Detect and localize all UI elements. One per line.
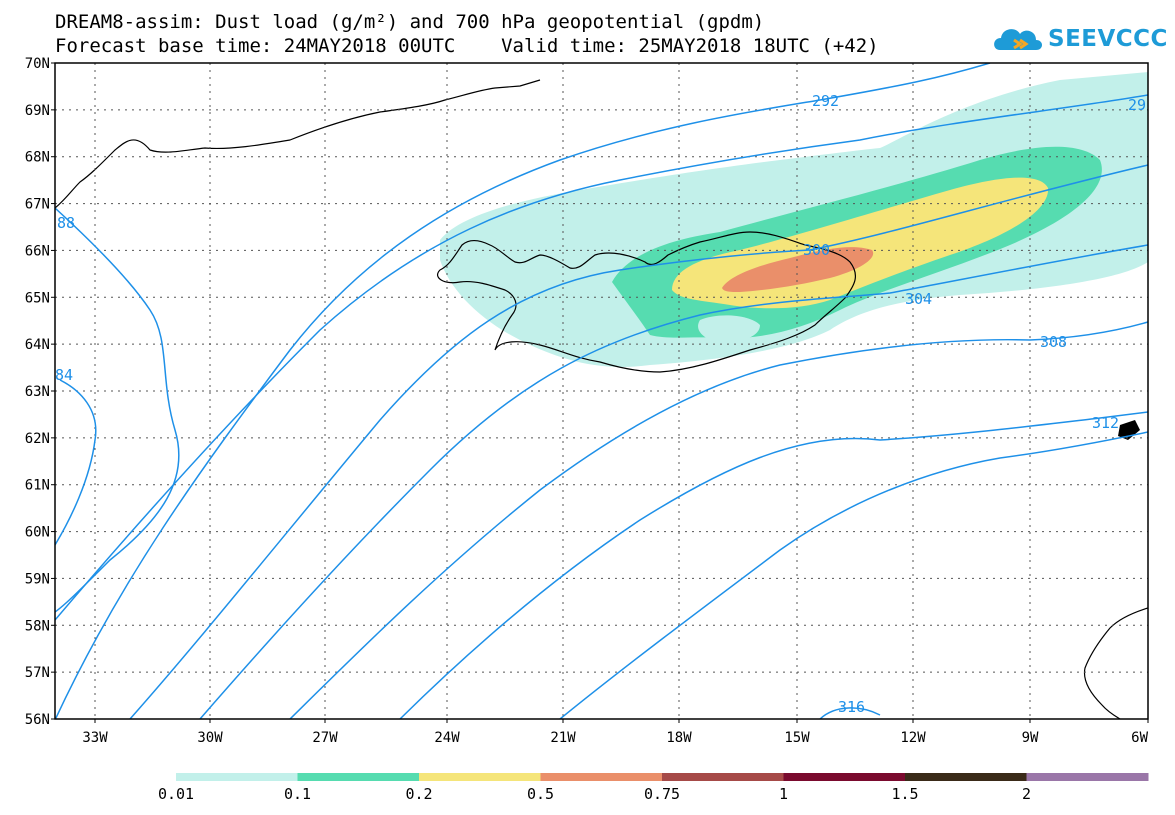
colorbar-segment (419, 773, 541, 781)
latitude-label: 61N (25, 478, 50, 494)
contour-304 (199, 244, 1148, 719)
contour-label: 312 (1092, 414, 1119, 432)
geopotential-contours (55, 63, 1148, 719)
longitude-label: 24W (434, 730, 460, 746)
contour-label: 292 (812, 92, 839, 110)
latitude-label: 64N (25, 337, 50, 353)
graticule (55, 63, 1148, 719)
contour-label: 304 (905, 290, 932, 308)
colorbar-label: 0.2 (405, 785, 433, 803)
contour-label: 29 (1128, 96, 1146, 114)
contour-label: 84 (55, 366, 73, 384)
latitude-label: 59N (25, 571, 50, 587)
latitude-label: 57N (25, 665, 50, 681)
logo-text: SEEVCCC (1048, 26, 1168, 52)
contour-300 (129, 164, 1148, 719)
faroe-islands (1118, 420, 1140, 440)
longitude-label: 30W (197, 730, 223, 746)
latitude-label: 70N (25, 56, 50, 72)
longitude-label: 21W (550, 730, 576, 746)
colorbar (176, 773, 1149, 781)
colorbar-label: 0.1 (283, 785, 312, 803)
seevccc-logo: SEEVCCC (990, 18, 1170, 58)
colorbar-label: 0.5 (526, 785, 555, 803)
contour-292 (55, 63, 991, 719)
contour-label: 316 (838, 698, 865, 716)
latitude-label: 56N (25, 712, 50, 728)
contour-312 (399, 411, 1148, 719)
dust-gap (698, 315, 760, 342)
colorbar-segment (662, 773, 784, 781)
longitude-label: 18W (666, 730, 692, 746)
contour-316b (819, 707, 881, 719)
longitude-label: 15W (784, 730, 810, 746)
longitude-label: 12W (900, 730, 926, 746)
colorbar-segment (783, 773, 906, 781)
colorbar-segment (176, 773, 298, 781)
colorbar-label: 1.5 (891, 785, 919, 803)
latitude-label: 68N (25, 150, 50, 166)
longitude-label: 9W (1022, 730, 1039, 746)
longitude-label: 27W (312, 730, 338, 746)
latitude-label: 63N (25, 384, 50, 400)
contour-308 (289, 321, 1148, 719)
contour-left2 (55, 207, 180, 613)
colorbar-label: 2 (1021, 785, 1032, 803)
contour-label: 88 (57, 214, 75, 232)
latitude-label: 65N (25, 290, 50, 306)
latitude-label: 69N (25, 103, 50, 119)
contour-296 (55, 94, 1148, 621)
contour-label: 300 (803, 241, 830, 259)
latitude-label: 67N (25, 197, 50, 213)
colorbar-label: 0.75 (643, 785, 681, 803)
contour-316 (559, 431, 1148, 719)
latitude-label: 66N (25, 243, 50, 259)
colorbar-segment (297, 773, 420, 781)
colorbar-segment (905, 773, 1027, 781)
longitude-label: 33W (82, 730, 108, 746)
dust-layer-0.5 (722, 247, 874, 292)
latitude-label: 60N (25, 525, 50, 541)
greenland-coastline (55, 79, 541, 209)
colorbar-segment (1026, 773, 1149, 781)
title-line-2: Forecast base time: 24MAY2018 00UTC Vali… (55, 35, 879, 57)
latitude-label: 58N (25, 618, 50, 634)
contour-labels: 292 29 300 304 308 312 316 88 84 (55, 92, 1146, 716)
latitude-label: 62N (25, 431, 50, 447)
contour-label: 308 (1040, 333, 1067, 351)
colorbar-label: 0.01 (157, 785, 195, 803)
longitude-labels: 33W 30W 27W 24W 21W 18W 15W 12W 9W 6W (82, 719, 1149, 746)
longitude-label: 6W (1131, 730, 1148, 746)
colorbar-segment (540, 773, 663, 781)
contour-left (55, 379, 97, 546)
scotland-coastline (1083, 607, 1148, 719)
iceland-coastline (437, 231, 857, 373)
cloud-icon (994, 29, 1042, 50)
latitude-labels: 70N 69N 68N 67N 66N 65N 64N 63N 62N 61N 60N 59N 58N 5… (25, 56, 55, 728)
title-line-1: DREAM8-assim: Dust load (g/m²) and 700 h… (55, 11, 765, 33)
colorbar-label: 1 (778, 785, 789, 803)
